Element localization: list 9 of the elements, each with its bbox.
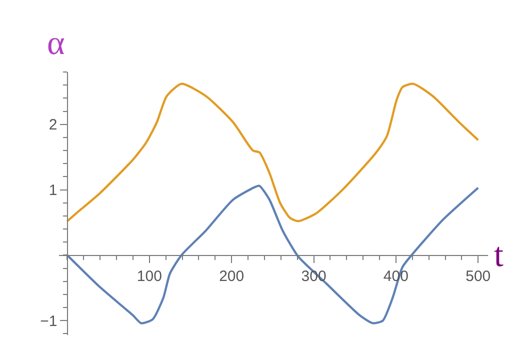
x-axis-title: t <box>494 237 504 274</box>
y-axis-title: α <box>47 25 65 62</box>
y-tick-label: 2 <box>48 116 58 134</box>
x-tick-label: 100 <box>136 268 162 286</box>
y-tick-label: −1 <box>40 312 58 330</box>
x-tick-label: 500 <box>466 268 491 286</box>
line-series <box>66 82 480 222</box>
y-tick-label: 1 <box>48 182 58 200</box>
x-tick-label: 200 <box>219 268 244 286</box>
